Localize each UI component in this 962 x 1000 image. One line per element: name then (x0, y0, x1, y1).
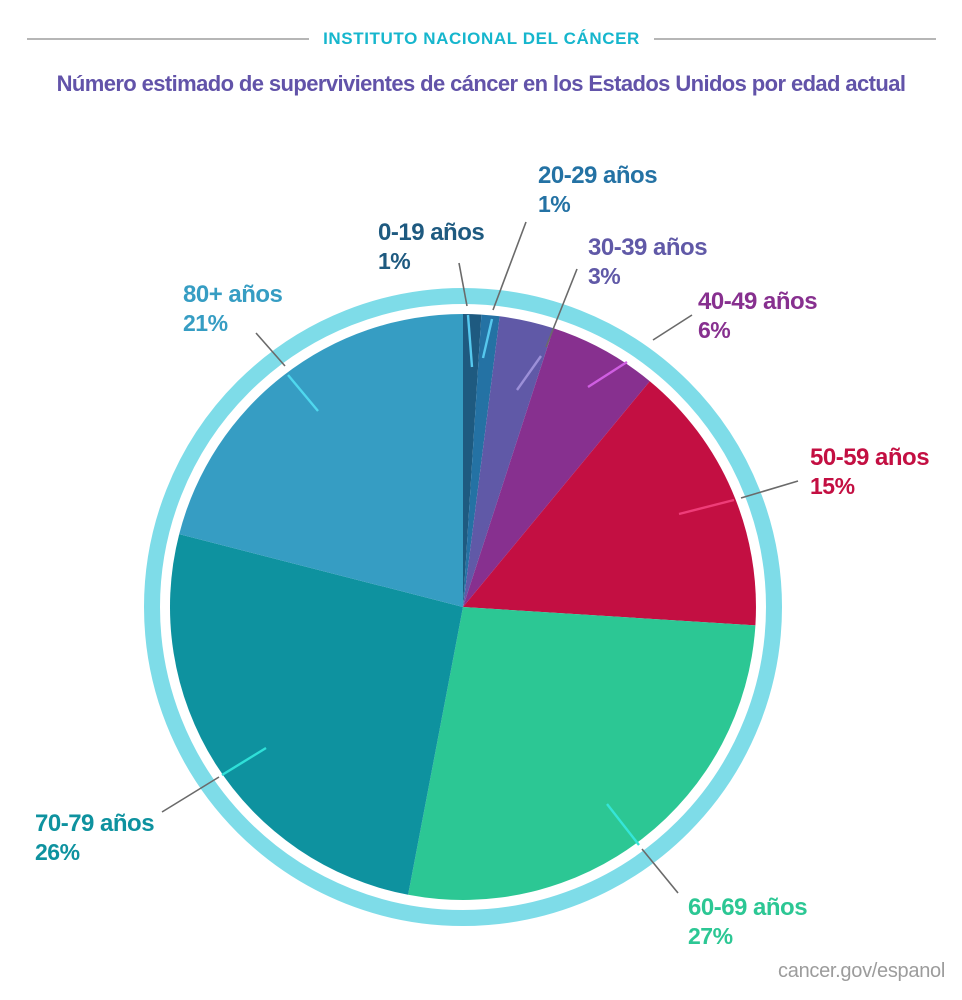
masthead-left-rule (27, 38, 310, 40)
pie-slice-20-29-años (463, 314, 500, 607)
age-range: 50-59 años (810, 444, 930, 471)
leader-inner-60-69 (606, 803, 640, 846)
pie-slice-0-19-años (463, 314, 482, 607)
label-40-49: 40-49 años 6% (698, 288, 818, 344)
leader-outer-20-29 (492, 221, 527, 311)
age-percent: 21% (183, 310, 228, 336)
label-70-79: 70-79 años 26% (35, 810, 155, 866)
age-percent: 27% (688, 923, 733, 949)
pie-slices (169, 314, 756, 900)
age-range: 20-29 años (538, 162, 658, 189)
age-range: 40-49 años (698, 288, 818, 315)
leader-outer-40-49 (652, 314, 693, 341)
pie-slice-80+-años (179, 314, 463, 607)
age-range: 70-79 años (35, 810, 155, 837)
leader-inner-40-49 (587, 360, 628, 389)
label-50-59: 50-59 años 15% (810, 444, 930, 500)
pie-slice-70-79-años (169, 534, 463, 895)
leader-outer-60-69 (641, 848, 679, 894)
leader-inner-0-19 (466, 314, 474, 368)
age-percent: 3% (588, 263, 621, 289)
leader-lines (161, 221, 799, 894)
age-percent: 6% (698, 317, 731, 343)
leader-inner-30-39 (516, 355, 542, 391)
pie-slice-60-69-años (408, 607, 756, 900)
footer-url: cancer.gov/espanol (778, 960, 945, 982)
leader-outer-70-79 (161, 776, 220, 813)
pie-slice-40-49-años (463, 328, 650, 607)
label-80plus: 80+ años 21% (183, 281, 283, 337)
label-20-29: 20-29 años 1% (538, 162, 658, 218)
leader-inner-20-29 (481, 318, 494, 359)
label-0-19: 0-19 años 1% (378, 219, 485, 275)
age-percent: 26% (35, 839, 80, 865)
chart-title: Número estimado de supervivientes de cán… (56, 71, 906, 96)
pie-slice-30-39-años (463, 316, 554, 607)
leader-inner-80plus (287, 374, 319, 412)
age-range: 30-39 años (588, 234, 708, 261)
pie-slice-50-59-años (463, 381, 756, 626)
institute-heading: INSTITUTO NACIONAL DEL CÁNCER (323, 29, 640, 48)
age-percent: 1% (538, 191, 571, 217)
masthead: INSTITUTO NACIONAL DEL CÁNCER (27, 29, 936, 49)
leader-outer-30-39 (545, 268, 578, 348)
age-range: 80+ años (183, 281, 283, 308)
age-range: 60-69 años (688, 894, 808, 921)
leader-inner-50-59 (678, 498, 735, 516)
masthead-right-rule (653, 38, 936, 40)
age-percent: 1% (378, 248, 411, 274)
leader-outer-0-19 (458, 262, 468, 307)
label-30-39: 30-39 años 3% (588, 234, 708, 290)
leader-outer-50-59 (740, 480, 799, 499)
age-range: 0-19 años (378, 219, 485, 246)
pie-outer-ring (144, 288, 782, 926)
age-percent: 15% (810, 473, 855, 499)
leader-outer-80plus (255, 332, 286, 367)
leader-inner-70-79 (221, 746, 267, 777)
label-60-69: 60-69 años 27% (688, 894, 808, 950)
